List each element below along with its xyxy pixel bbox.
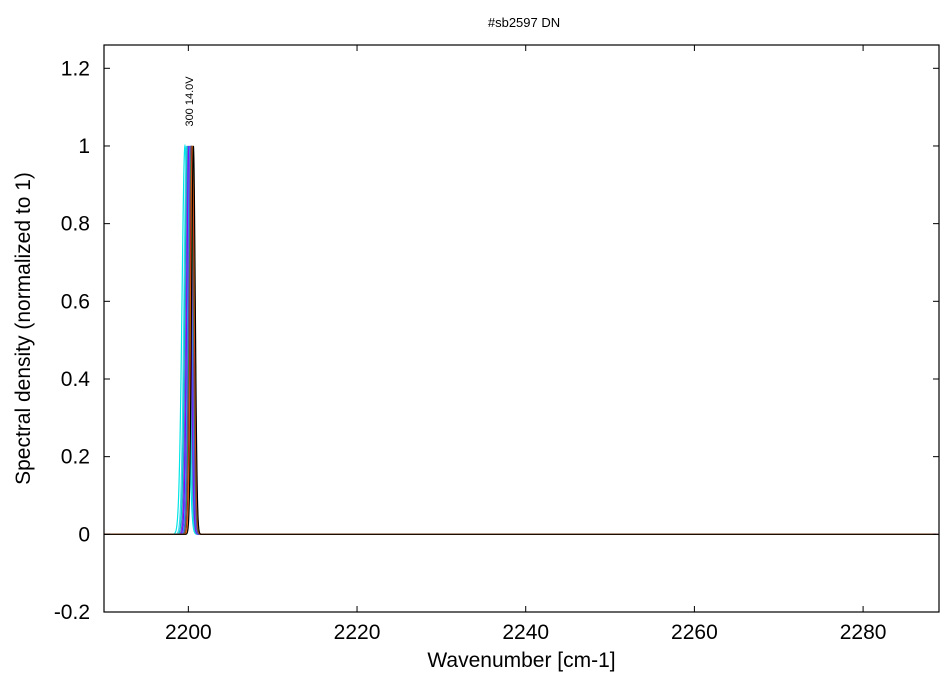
x-tick-label: 2260 xyxy=(671,621,718,644)
series-line xyxy=(104,145,936,535)
series-line xyxy=(104,145,939,535)
y-tick-label: 1 xyxy=(78,135,90,158)
y-tick-label: 0 xyxy=(78,523,90,546)
y-tick-label: -0.2 xyxy=(54,601,90,624)
y-tick-label: 0.4 xyxy=(61,368,91,391)
series-line xyxy=(104,145,935,535)
chart-title: #sb2597 DN xyxy=(488,15,560,30)
y-tick-label: 1.2 xyxy=(61,57,90,80)
series-line xyxy=(104,145,937,535)
x-axis-ticks: 2200 2220 2240 2260 2280 xyxy=(165,45,886,644)
series-line xyxy=(104,145,938,535)
x-tick-label: 2200 xyxy=(165,621,212,644)
y-axis-ticks: -0.2 0 0.2 0.4 0.6 0.8 1 1.2 xyxy=(54,57,939,624)
x-tick-label: 2280 xyxy=(840,621,887,644)
series-line xyxy=(104,145,936,535)
y-tick-label: 0.6 xyxy=(61,290,90,313)
x-axis-label: Wavenumber [cm-1] xyxy=(427,649,615,672)
peak-label: 300 14.0V xyxy=(184,76,196,127)
series-line xyxy=(104,145,936,535)
peak-label-layer: 300 14.0V xyxy=(184,76,196,127)
series-line xyxy=(104,145,938,535)
plot-frame xyxy=(103,44,940,613)
y-tick-label: 0.2 xyxy=(61,446,90,469)
x-tick-label: 2220 xyxy=(334,621,381,644)
series-line xyxy=(104,143,936,535)
series-line xyxy=(104,145,939,535)
series-line xyxy=(104,145,938,535)
x-tick-label: 2240 xyxy=(502,621,549,644)
series-layer xyxy=(104,143,939,535)
y-axis-label: Spectral density (normalized to 1) xyxy=(12,172,35,485)
y-tick-label: 0.8 xyxy=(61,213,90,236)
